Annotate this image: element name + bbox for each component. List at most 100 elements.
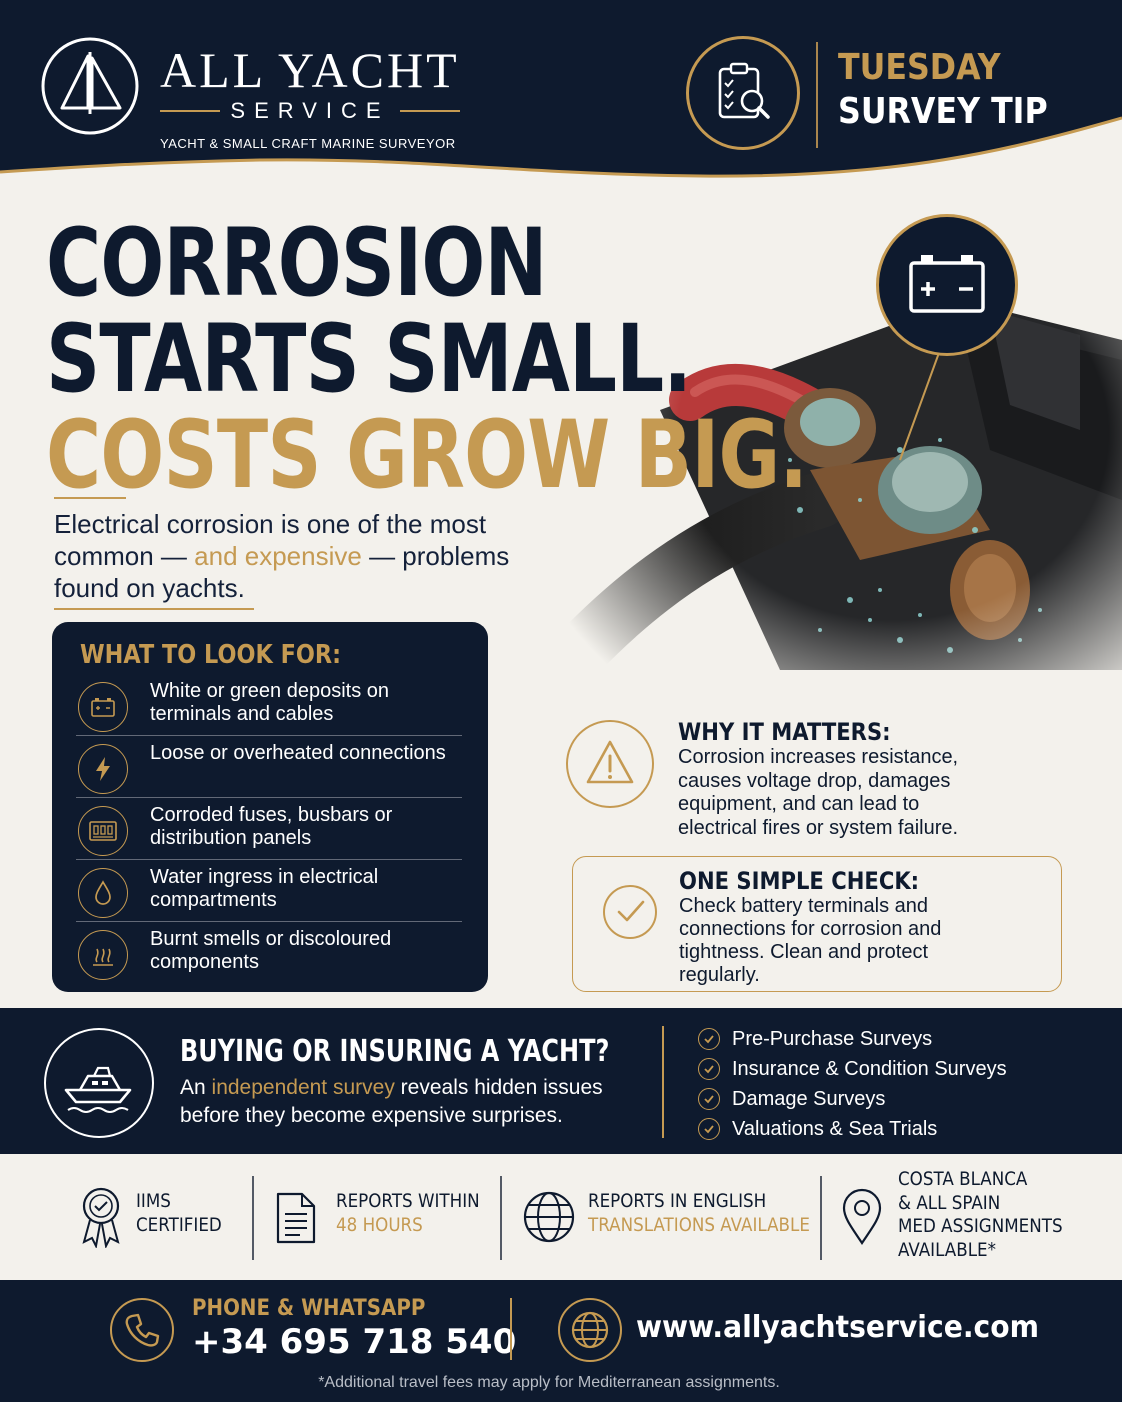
look-item-text: White or green deposits on terminals and…	[150, 680, 390, 725]
check-text: Check battery terminals and connections …	[679, 895, 942, 986]
service-item: Valuations & Sea Trials	[698, 1114, 1007, 1144]
feature-line-3: MED ASSIGNMENTS	[898, 1215, 1063, 1237]
check-circle-icon	[698, 1118, 720, 1140]
footer: PHONE & WHATSAPP +34 695 718 540 www.all…	[0, 1280, 1122, 1402]
feature-iims: IIMS CERTIFIED	[78, 1174, 248, 1260]
service-label: Pre-Purchase Surveys	[732, 1027, 933, 1050]
battery-terminal-photo	[520, 200, 1122, 720]
headline-line-2: STARTS SMALL.	[46, 305, 692, 414]
buying-divider	[662, 1026, 664, 1138]
service-label: Valuations & Sea Trials	[732, 1117, 938, 1140]
feature-line-1: REPORTS WITHIN	[336, 1190, 480, 1212]
buying-highlight: independent survey	[211, 1076, 395, 1099]
feature-line-2: TRANSLATIONS AVAILABLE	[588, 1213, 810, 1236]
globe-icon	[522, 1190, 576, 1249]
why-it-matters-title: WHY IT MATTERS:	[678, 718, 891, 746]
battery-icon	[876, 214, 1018, 356]
look-for-list: White or green deposits on terminals and…	[76, 674, 462, 984]
phone-icon[interactable]	[110, 1298, 174, 1362]
header-background	[0, 0, 1122, 178]
headline-line-1: CORROSION	[46, 209, 547, 318]
checkmark-icon	[603, 885, 657, 939]
list-item: Corroded fuses, busbars or distribution …	[76, 798, 462, 860]
location-pin-icon	[840, 1188, 884, 1251]
document-icon	[274, 1192, 318, 1249]
battery-icon	[78, 682, 128, 732]
brand-service: SERVICE	[230, 98, 390, 123]
why-it-matters-text: Corrosion increases resistance, causes v…	[678, 746, 959, 839]
lightning-icon	[78, 744, 128, 794]
brand-name: ALL YACHT	[160, 42, 460, 98]
intro-underline	[54, 608, 254, 610]
website-link[interactable]: www.allyachtservice.com	[636, 1310, 1040, 1345]
feature-reports: REPORTS WITHIN 48 HOURS	[274, 1174, 494, 1260]
services-list: Pre-Purchase Surveys Insurance & Conditi…	[698, 1024, 1007, 1144]
sail-logo-icon	[40, 36, 140, 136]
tip-title: SURVEY TIP	[838, 91, 1048, 132]
feature-languages: REPORTS IN ENGLISH TRANSLATIONS AVAILABLE	[522, 1174, 812, 1260]
warning-icon	[566, 720, 654, 808]
feature-text: REPORTS IN ENGLISH TRANSLATIONS AVAILABLE	[588, 1190, 810, 1237]
clipboard-search-icon	[686, 36, 800, 150]
brand: ALL YACHT SERVICE YACHT & SMALL CRAFT MA…	[160, 44, 460, 151]
tip-day: TUESDAY	[838, 47, 1001, 88]
survey-tip-label: TUESDAY SURVEY TIP	[838, 46, 1048, 134]
feature-line-1: COSTA BLANCA	[898, 1168, 1028, 1190]
intro-highlight: and expensive	[194, 541, 362, 571]
tip-divider	[816, 42, 818, 148]
accent-line	[54, 497, 126, 499]
buying-before: An	[180, 1076, 212, 1099]
list-item: Loose or overheated connections	[76, 736, 462, 798]
look-item-text: Burnt smells or discoloured components	[150, 928, 392, 973]
globe-icon[interactable]	[558, 1298, 622, 1362]
what-to-look-for-panel: WHAT TO LOOK FOR: White or green deposit…	[52, 622, 488, 992]
buying-banner: BUYING OR INSURING A YACHT? An independe…	[0, 1008, 1122, 1154]
footer-divider	[510, 1298, 512, 1360]
feature-divider	[500, 1176, 502, 1260]
header: ALL YACHT SERVICE YACHT & SMALL CRAFT MA…	[0, 0, 1122, 200]
list-item: Water ingress in electrical compartments	[76, 860, 462, 922]
feature-line-2: 48 HOURS	[336, 1213, 423, 1236]
phone-label: PHONE & WHATSAPP	[192, 1296, 426, 1321]
service-item: Damage Surveys	[698, 1084, 1007, 1114]
check-circle-icon	[698, 1028, 720, 1050]
feature-line-2: CERTIFIED	[136, 1213, 222, 1236]
one-simple-check-panel: ONE SIMPLE CHECK: Check battery terminal…	[572, 856, 1062, 992]
feature-divider	[820, 1176, 822, 1260]
fuse-panel-icon	[78, 806, 128, 856]
feature-line-4: AVAILABLE*	[898, 1238, 996, 1261]
buying-text: An independent survey reveals hidden iss…	[180, 1074, 650, 1130]
check-circle-icon	[698, 1058, 720, 1080]
list-item: Burnt smells or discoloured components	[76, 922, 462, 984]
brand-service-row: SERVICE	[160, 98, 460, 124]
feature-text: COSTA BLANCA & ALL SPAIN MED ASSIGNMENTS AV…	[898, 1168, 1063, 1262]
feature-divider	[252, 1176, 254, 1260]
headline-line-3: COSTS GROW BIG.	[46, 401, 808, 510]
service-item: Insurance & Condition Surveys	[698, 1054, 1007, 1084]
feature-line-1: REPORTS IN ENGLISH	[588, 1190, 767, 1212]
list-item: White or green deposits on terminals and…	[76, 674, 462, 736]
look-for-title: WHAT TO LOOK FOR:	[80, 640, 342, 670]
buying-title: BUYING OR INSURING A YACHT?	[180, 1034, 610, 1069]
intro-after: — problems found on yachts.	[54, 541, 510, 603]
service-item: Pre-Purchase Surveys	[698, 1024, 1007, 1054]
service-label: Insurance & Condition Surveys	[732, 1057, 1007, 1080]
buying-after: reveals hidden issues before they become…	[180, 1076, 603, 1127]
feature-coverage: COSTA BLANCA & ALL SPAIN MED ASSIGNMENTS AV…	[840, 1168, 1100, 1261]
look-item-text: Loose or overheated connections	[150, 742, 446, 764]
heat-smell-icon	[78, 930, 128, 980]
check-title: ONE SIMPLE CHECK:	[679, 867, 920, 895]
feature-text: IIMS CERTIFIED	[136, 1190, 222, 1237]
disclaimer: *Additional travel fees may apply for Me…	[318, 1374, 780, 1391]
look-item-text: Corroded fuses, busbars or distribution …	[150, 804, 393, 849]
features-row: IIMS CERTIFIED REPORTS WITHIN 48 HOURS REP…	[0, 1154, 1122, 1280]
brand-tagline: YACHT & SMALL CRAFT MARINE SURVEYOR	[160, 136, 456, 151]
look-item-text: Water ingress in electrical compartments	[150, 866, 379, 911]
award-ribbon-icon	[78, 1184, 124, 1253]
phone-number[interactable]: +34 695 718 540	[192, 1322, 517, 1362]
check-circle-icon	[698, 1088, 720, 1110]
feature-text: REPORTS WITHIN 48 HOURS	[336, 1190, 480, 1237]
water-drop-icon	[78, 868, 128, 918]
feature-line-1: IIMS	[136, 1190, 171, 1212]
